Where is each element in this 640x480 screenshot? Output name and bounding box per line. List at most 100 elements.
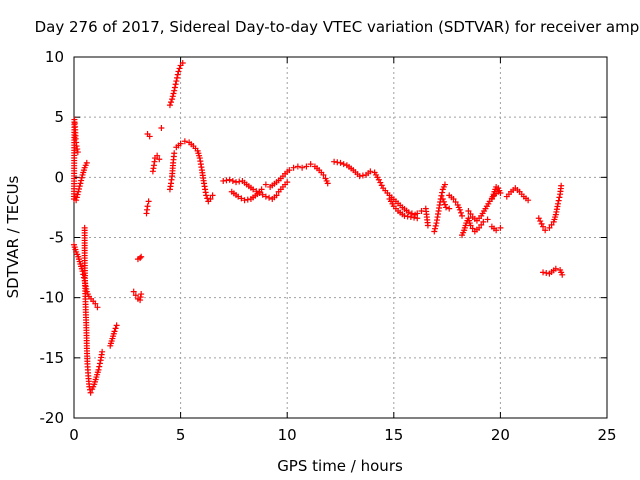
x-tick-label: 5 (176, 426, 186, 444)
data-point (443, 204, 450, 211)
data-point (203, 192, 210, 199)
y-tick-label: 10 (45, 48, 64, 66)
data-point (238, 195, 245, 202)
data-point (439, 195, 446, 202)
data-point (452, 199, 459, 206)
data-point (204, 195, 211, 202)
data-point (540, 223, 547, 230)
data-point (130, 288, 137, 295)
data-point (456, 206, 463, 213)
y-tick-label: -10 (40, 289, 65, 307)
x-tick-label: 0 (69, 426, 79, 444)
data-point (331, 158, 338, 165)
x-tick-label: 20 (491, 426, 510, 444)
data-point (408, 210, 415, 217)
data-point (75, 185, 82, 192)
data-point (92, 300, 99, 307)
data-point (113, 322, 120, 329)
data-point (144, 203, 151, 210)
data-point (99, 348, 106, 355)
data-point (73, 197, 80, 204)
data-point (478, 221, 485, 228)
data-point (241, 197, 248, 204)
data-point (440, 198, 447, 205)
data-point (284, 179, 291, 186)
y-axis-label: SDTVAR / TECUs (4, 175, 22, 298)
data-point (258, 186, 265, 193)
data-point (401, 212, 408, 219)
data-point (555, 197, 562, 204)
data-point (334, 159, 341, 166)
data-point (171, 87, 178, 94)
data-point (172, 81, 179, 88)
data-point (303, 163, 310, 170)
axis-ticks: 0 5 10 15 20 25 -20 -15 -10 -5 0 5 10 (40, 48, 617, 444)
y-tick-label: -15 (40, 349, 65, 367)
data-point (138, 253, 145, 260)
data-point (145, 198, 152, 205)
data-point (356, 173, 363, 180)
data-point (469, 225, 476, 232)
data-point (450, 195, 457, 202)
data-point (176, 65, 183, 72)
data-point (548, 221, 555, 228)
data-point (244, 196, 251, 203)
data-point (554, 200, 561, 207)
data-point (294, 163, 301, 170)
data-point (220, 177, 227, 184)
data-point (320, 171, 327, 178)
data-points (71, 60, 566, 396)
data-point (290, 164, 297, 171)
x-tick-label: 25 (597, 426, 616, 444)
data-point (96, 360, 103, 367)
data-point (73, 194, 80, 201)
data-point (137, 254, 144, 261)
x-axis-label: GPS time / hours (277, 457, 403, 475)
data-point (250, 186, 257, 193)
data-point (476, 224, 483, 231)
grid-lines (74, 57, 607, 418)
data-point (459, 212, 466, 219)
data-point (174, 74, 181, 81)
data-point (179, 60, 186, 67)
y-tick-label: -20 (40, 409, 65, 427)
data-point (138, 291, 145, 298)
data-point (169, 93, 176, 100)
data-point (378, 182, 385, 189)
data-point (94, 304, 101, 311)
data-point (432, 225, 439, 232)
data-point (286, 167, 293, 174)
data-point (538, 220, 545, 227)
data-point (266, 194, 273, 201)
data-point (359, 172, 366, 179)
data-point (173, 78, 180, 85)
data-point (170, 90, 177, 97)
data-point (438, 192, 445, 199)
data-point (559, 271, 566, 278)
data-point (253, 188, 260, 195)
data-point (73, 143, 80, 150)
data-point (229, 177, 236, 184)
data-point (87, 389, 94, 396)
data-point (432, 222, 439, 229)
data-point (411, 214, 418, 221)
y-tick-label: -5 (49, 229, 64, 247)
data-point (441, 201, 448, 208)
data-point (556, 194, 563, 201)
data-point (467, 211, 474, 218)
data-point (540, 269, 547, 276)
data-point (552, 265, 559, 272)
y-tick-label: 0 (54, 168, 64, 186)
data-point (158, 124, 165, 131)
data-point (431, 228, 438, 235)
data-point (484, 216, 491, 223)
data-point (166, 102, 173, 109)
data-point (493, 227, 500, 234)
data-point (78, 177, 85, 184)
data-point (525, 197, 532, 204)
data-point (74, 191, 81, 198)
data-point (441, 181, 448, 188)
data-point (175, 68, 182, 75)
x-tick-label: 10 (278, 426, 297, 444)
